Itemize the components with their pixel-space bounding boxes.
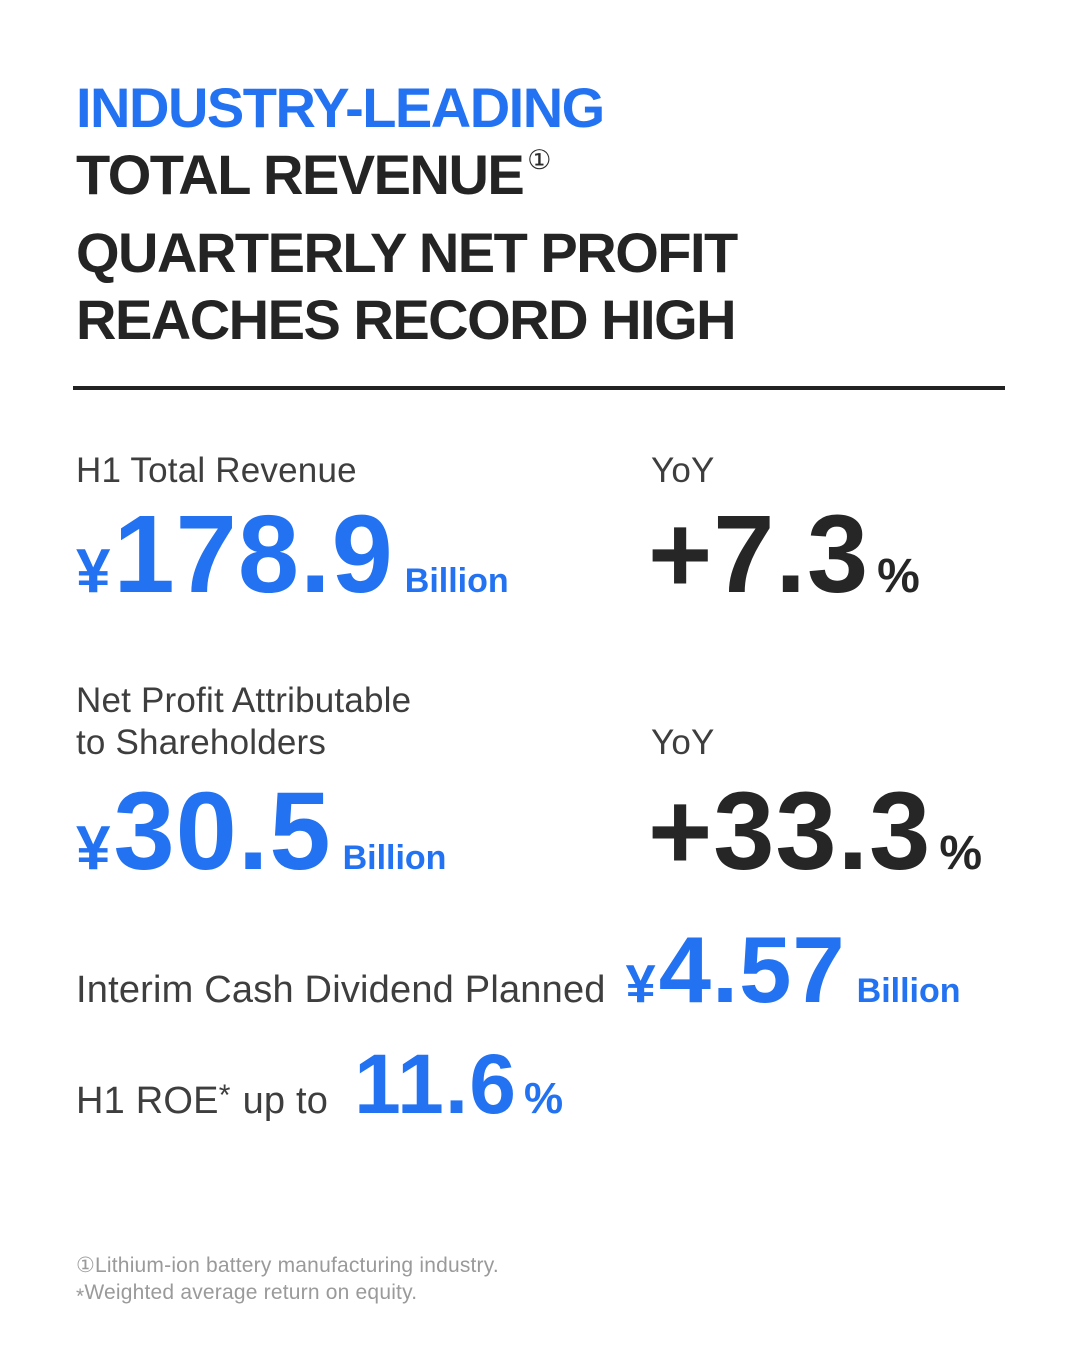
- net-profit-amount: 30.5: [113, 770, 332, 893]
- dividend-unit: Billion: [856, 972, 961, 1010]
- footnote-1-marker: ①: [76, 1254, 96, 1277]
- footnote-2-marker: *: [76, 1285, 85, 1308]
- footnote-1: ①Lithium-ion battery manufacturing indus…: [76, 1252, 499, 1279]
- headline: INDUSTRY-LEADING TOTAL REVENUE ① QUARTERL…: [76, 74, 738, 353]
- roe-label: H1 ROE* up to: [76, 1079, 329, 1122]
- revenue-yoy-amount: +7.3: [648, 493, 870, 616]
- net-profit-label-line-1: Net Profit Attributable: [76, 681, 412, 720]
- headline-line-1: INDUSTRY-LEADING: [76, 76, 605, 139]
- headline-line-4: REACHES RECORD HIGH: [76, 288, 737, 351]
- footnote-1-text: Lithium-ion battery manufacturing indust…: [95, 1254, 499, 1277]
- net-profit-value: ¥30.5 Billion: [76, 777, 446, 887]
- currency-symbol: ¥: [76, 537, 111, 606]
- revenue-yoy-value: +7.3%: [648, 500, 920, 610]
- dividend-row: Interim Cash Dividend Planned ¥4.57 Billi…: [76, 923, 961, 1017]
- net-profit-yoy-unit: %: [939, 827, 983, 880]
- net-profit-unit: Billion: [342, 839, 447, 877]
- dividend-label: Interim Cash Dividend Planned: [76, 969, 606, 1011]
- footnote-reference-asterisk: *: [218, 1079, 231, 1112]
- divider-rule: [73, 386, 1005, 390]
- footnotes: ①Lithium-ion battery manufacturing indus…: [76, 1252, 499, 1308]
- dividend-value: ¥4.57 Billion: [626, 923, 961, 1017]
- roe-amount: 11.6: [354, 1037, 517, 1131]
- currency-symbol: ¥: [625, 954, 656, 1014]
- revenue-amount: 178.9: [113, 493, 394, 616]
- footnote-reference-1: ①: [527, 145, 552, 175]
- footnote-2: *Weighted average return on equity.: [76, 1279, 499, 1308]
- revenue-yoy-unit: %: [877, 550, 920, 603]
- roe-row: H1 ROE* up to 11.6%: [76, 1042, 563, 1126]
- revenue-unit: Billion: [404, 562, 509, 600]
- net-profit-label-line-2: to Shareholders: [76, 723, 327, 762]
- headline-line-2-text: TOTAL REVENUE: [76, 143, 525, 206]
- net-profit-yoy-value: +33.3%: [648, 777, 982, 887]
- net-profit-yoy-amount: +33.3: [648, 770, 932, 893]
- net-profit-label: Net Profit Attributable to Shareholders: [76, 680, 411, 764]
- headline-line-3: QUARTERLY NET PROFIT: [76, 221, 738, 284]
- net-profit-yoy-label: YoY: [651, 723, 715, 762]
- currency-symbol: ¥: [76, 814, 111, 883]
- roe-unit: %: [523, 1074, 564, 1123]
- footnote-2-text: Weighted average return on equity.: [84, 1281, 418, 1304]
- roe-label-suffix: up to: [242, 1080, 329, 1122]
- roe-value: 11.6%: [354, 1042, 563, 1126]
- dividend-amount: 4.57: [658, 917, 846, 1022]
- revenue-value: ¥178.9 Billion: [76, 500, 509, 610]
- headline-line-2: TOTAL REVENUE ①: [76, 141, 737, 219]
- revenue-yoy-label: YoY: [651, 451, 715, 490]
- roe-label-text: H1 ROE: [76, 1080, 219, 1122]
- revenue-label: H1 Total Revenue: [76, 451, 357, 490]
